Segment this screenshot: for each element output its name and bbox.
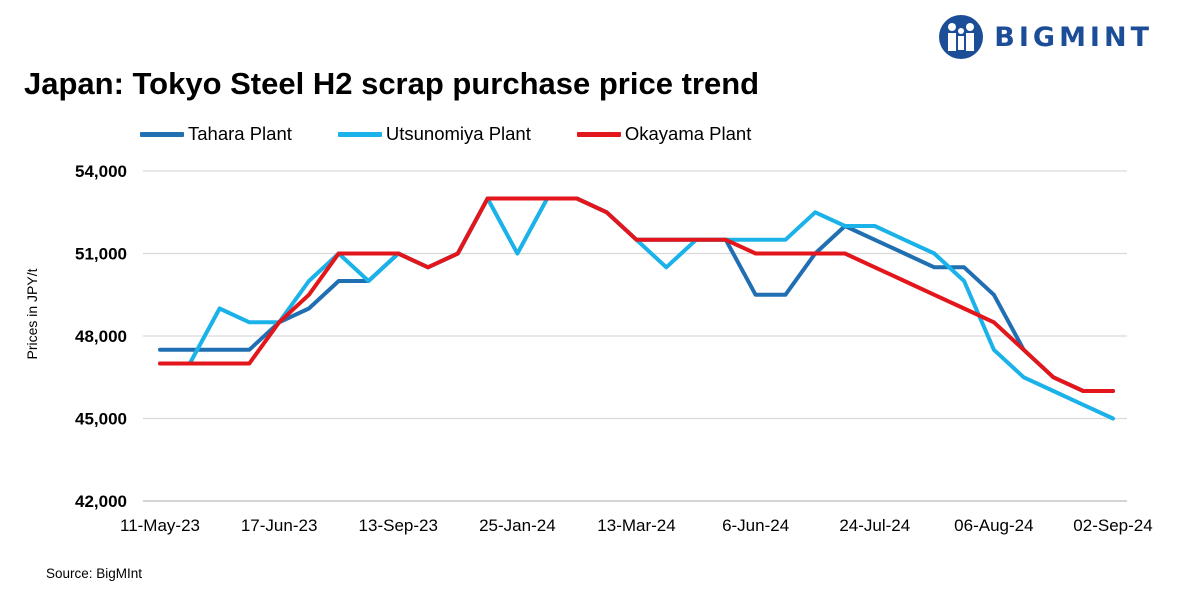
bigmint-logo-icon <box>939 15 984 59</box>
series-line-2 <box>158 196 1115 421</box>
legend-swatch-okayama <box>576 131 621 137</box>
x-tick-label: 13-Sep-23 <box>359 516 438 535</box>
y-tick-label: 45,000 <box>75 410 127 429</box>
y-tick-label: 48,000 <box>75 327 127 346</box>
brand-name: BIGMINT <box>994 21 1153 53</box>
x-tick-label: 6-Jun-24 <box>722 516 789 535</box>
legend-label-okayama: Okayama Plant <box>624 123 752 144</box>
chart-legend: Tahara Plant Utsunomiya Plant Okayama Pl… <box>140 123 751 145</box>
chart-title: Japan: Tokyo Steel H2 scrap purchase pri… <box>24 66 760 101</box>
source-note: Source: BigMInt <box>46 566 143 581</box>
y-tick-label: 51,000 <box>75 245 127 264</box>
x-tick-label: 06-Aug-24 <box>954 516 1033 535</box>
x-tick-label: 13-Mar-24 <box>597 516 675 535</box>
y-axis-label: Prices in JPY/t <box>24 268 40 359</box>
legend-item-okayama: Okayama Plant <box>576 123 752 145</box>
legend-item-tahara: Tahara Plant <box>140 123 292 145</box>
x-tick-label: 17-Jun-23 <box>241 516 318 535</box>
legend-label-tahara: Tahara Plant <box>188 123 292 144</box>
x-tick-label: 11-May-23 <box>120 516 200 535</box>
y-tick-label: 54,000 <box>75 162 127 181</box>
brand-logo: BIGMINT <box>938 14 1153 60</box>
y-tick-label: 42,000 <box>75 492 127 511</box>
x-tick-label: 24-Jul-24 <box>839 516 910 535</box>
legend-label-utsunomiya: Utsunomiya Plant <box>385 123 531 144</box>
legend-item-utsunomiya: Utsunomiya Plant <box>337 123 531 145</box>
legend-swatch-tahara <box>140 131 184 137</box>
x-tick-label: 25-Jan-24 <box>479 516 556 535</box>
x-tick-label: 02-Sep-24 <box>1073 516 1152 535</box>
legend-swatch-utsunomiya <box>337 131 382 137</box>
